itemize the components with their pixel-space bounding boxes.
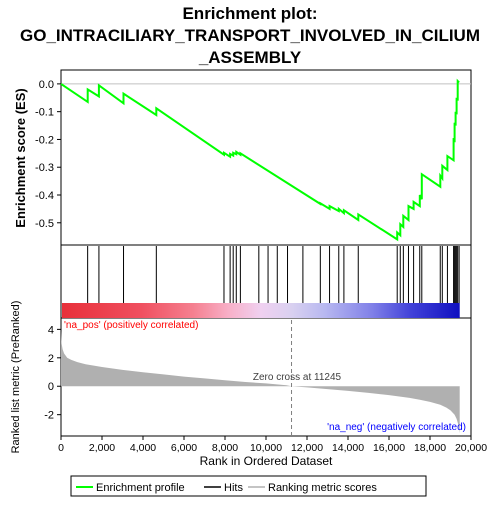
enrichment-profile-line bbox=[60, 78, 460, 242]
chart-title-line-2: GO_INTRACILIARY_TRANSPORT_INVOLVED_IN_CI… bbox=[20, 26, 480, 45]
es-layer bbox=[60, 78, 471, 242]
axis-layer: 0.0 -0.1 -0.2 -0.3 -0.4 -0.5 4 2 0 -2 0 2,000 4,000 6… bbox=[35, 79, 487, 454]
legend-enrichment-profile-label: Enrichment profile bbox=[96, 482, 185, 494]
legend-ranking-metric-label: Ranking metric scores bbox=[268, 482, 377, 494]
es-y-tick-label: 0.0 bbox=[39, 79, 54, 91]
x-tick-label: 16,000 bbox=[373, 442, 405, 454]
es-y-tick-label: -0.1 bbox=[35, 107, 54, 119]
es-y-tick-label: -0.4 bbox=[35, 190, 54, 202]
x-tick-label: 0 bbox=[58, 442, 64, 454]
x-tick-label: 20,000 bbox=[455, 442, 487, 454]
metric-y-tick-label: -2 bbox=[44, 410, 54, 422]
x-tick-label: 14,000 bbox=[332, 442, 364, 454]
x-tick-label: 18,000 bbox=[414, 442, 446, 454]
legend-hits-label: Hits bbox=[224, 482, 243, 494]
rank-colorbar bbox=[62, 303, 460, 318]
zero-cross-label: Zero cross at 11245 bbox=[253, 372, 342, 383]
pos-correlation-label: 'na_pos' (positively correlated) bbox=[64, 320, 198, 331]
es-y-tick-label: -0.5 bbox=[35, 218, 54, 230]
neg-correlation-label: 'na_neg' (negatively correlated) bbox=[327, 422, 466, 433]
x-tick-label: 4,000 bbox=[130, 442, 156, 454]
x-tick-label: 2,000 bbox=[89, 442, 115, 454]
es-y-tick-label: -0.3 bbox=[35, 162, 54, 174]
metric-y-axis-label: Ranked list metric (PreRanked) bbox=[10, 301, 22, 454]
metric-area bbox=[61, 330, 460, 434]
es-y-axis-label: Enrichment score (ES) bbox=[13, 88, 28, 227]
x-tick-label: 6,000 bbox=[171, 442, 197, 454]
x-tick-label: 12,000 bbox=[291, 442, 323, 454]
hits-layer bbox=[62, 246, 460, 318]
metric-y-tick-label: 0 bbox=[48, 381, 54, 393]
es-y-tick-label: -0.2 bbox=[35, 134, 54, 146]
metric-y-tick-label: 2 bbox=[48, 353, 54, 365]
x-tick-label: 10,000 bbox=[250, 442, 282, 454]
legend-box bbox=[70, 475, 427, 497]
x-tick-label: 8,000 bbox=[212, 442, 238, 454]
chart-title-line-3: _ASSEMBLY bbox=[198, 48, 302, 67]
chart-title-line-1: Enrichment plot: bbox=[182, 4, 317, 23]
metric-y-tick-label: 4 bbox=[48, 324, 54, 336]
metric-layer bbox=[61, 320, 460, 436]
x-axis-label: Rank in Ordered Dataset bbox=[200, 454, 333, 468]
